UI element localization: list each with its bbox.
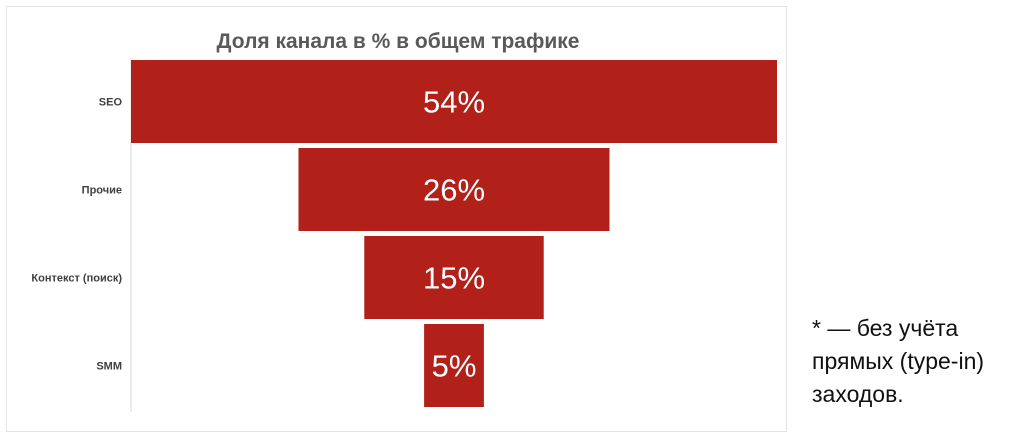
funnel-bar-3 xyxy=(424,324,484,407)
bar-value-label-2: 15% xyxy=(423,261,485,296)
funnel-bars: 54% 26% 15% 5% xyxy=(131,60,777,407)
funnel-bar-1 xyxy=(298,148,610,231)
category-label-3: SMM xyxy=(96,361,122,373)
funnel-bar-2 xyxy=(364,236,544,319)
bar-value-label-1: 26% xyxy=(423,173,485,208)
footnote-text: * — без учёта прямых (type-in) заходов. xyxy=(812,315,985,407)
category-label-0: SEO xyxy=(99,97,123,109)
funnel-chart: Доля канала в % в общем трафике 54% 26% 15… xyxy=(31,30,777,412)
funnel-bar-0 xyxy=(131,60,777,143)
bar-value-label-0: 54% xyxy=(423,85,485,120)
category-label-1: Прочие xyxy=(82,185,122,197)
bar-value-label-3: 5% xyxy=(432,349,477,384)
chart-title: Доля канала в % в общем трафике xyxy=(217,30,580,53)
category-label-2: Контекст (поиск) xyxy=(31,273,122,285)
